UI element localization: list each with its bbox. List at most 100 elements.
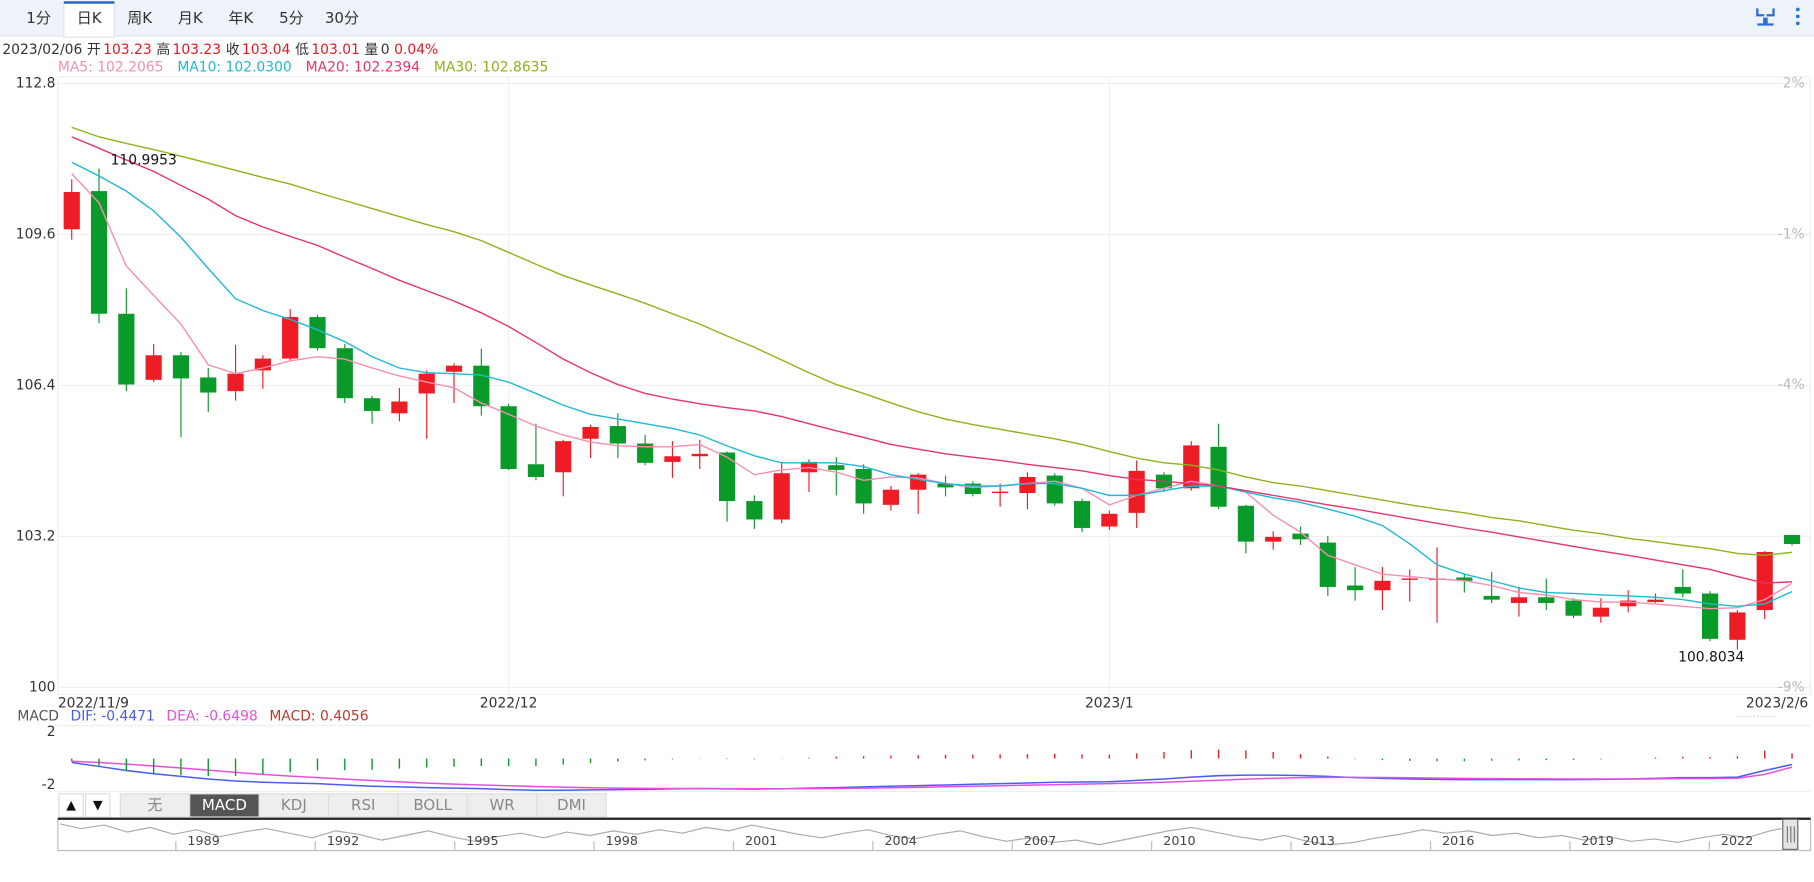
- candle-body: [1183, 445, 1200, 489]
- y2-tick-label: -4%: [1778, 377, 1805, 393]
- selected-tab-indicator: [63, 1, 115, 4]
- scroll-dots: ⋯⋯⋯⋯: [1735, 710, 1777, 722]
- quote-value: 103.01: [311, 42, 360, 58]
- y-tick-label: 2: [47, 724, 56, 740]
- candle-body: [227, 373, 244, 392]
- navigator-year: 2016: [1442, 833, 1474, 848]
- period-tab[interactable]: 5分: [279, 9, 304, 27]
- navigator-year: 2010: [1163, 833, 1195, 848]
- x-tick-label: 2023/2/6: [1746, 696, 1808, 712]
- candle-body: [964, 483, 981, 494]
- legend-entry: MACD: 0.4056: [269, 708, 368, 724]
- candle-body: [609, 426, 626, 444]
- candle-body: [773, 473, 790, 520]
- candle-body: [145, 355, 162, 380]
- y-tick-label: 103.2: [16, 528, 56, 544]
- candle-body: [1674, 586, 1691, 594]
- navigator-year: 2007: [1024, 833, 1056, 848]
- quote-date: 2023/02/06: [2, 42, 82, 58]
- candle-body: [1565, 600, 1582, 616]
- quote-value: 103.04: [242, 42, 291, 58]
- candle-body: [1210, 446, 1227, 507]
- quote-label: 收: [226, 42, 240, 58]
- indicator-tab[interactable]: KDJ: [281, 796, 307, 814]
- collapse-icon[interactable]: [1756, 8, 1775, 26]
- candle-body: [1128, 470, 1145, 513]
- menu-icon[interactable]: [1795, 7, 1800, 26]
- navigator-year: 2001: [745, 833, 777, 848]
- candle-body: [1702, 593, 1719, 639]
- x-tick-label: 2023/1: [1085, 696, 1134, 712]
- candle-body: [718, 452, 736, 502]
- candle-body: [1620, 600, 1637, 607]
- indicator-tab[interactable]: 无: [148, 796, 163, 814]
- legend-entry: MA5: 102.2065: [58, 59, 164, 75]
- candle-body: [527, 464, 545, 477]
- candle-body: [637, 443, 654, 463]
- navigator-year: 1995: [466, 833, 498, 848]
- arrow-button[interactable]: ▼: [93, 797, 103, 812]
- low-annotation: 100.8034: [1678, 650, 1744, 666]
- candle-body: [1046, 475, 1063, 504]
- ma-line: [71, 136, 1793, 584]
- candle-body: [1292, 533, 1309, 540]
- y-tick-label: 109.6: [16, 226, 56, 242]
- y-tick-label: 100: [29, 679, 55, 695]
- candle-body: [282, 317, 299, 359]
- legend-entry: MA10: 102.0300: [177, 59, 291, 75]
- candle-body: [1783, 535, 1801, 544]
- ma-line: [71, 126, 1793, 556]
- quote-value: 103.23: [103, 42, 152, 58]
- navigator-year: 2019: [1581, 833, 1613, 848]
- candle-body: [1756, 552, 1773, 611]
- candle-body: [200, 377, 217, 393]
- quote-label: 量: [365, 42, 379, 58]
- candle-body: [391, 401, 408, 414]
- period-tab[interactable]: 周K: [127, 9, 153, 27]
- navigator-year: 1998: [606, 833, 638, 848]
- quote-label: 开: [87, 42, 101, 58]
- candle-body: [254, 358, 271, 371]
- candle-body: [1019, 476, 1036, 494]
- candle-body: [1319, 542, 1336, 587]
- y-tick-label: -2: [42, 777, 56, 793]
- candle-body: [910, 474, 927, 490]
- period-tab[interactable]: 月K: [178, 9, 204, 27]
- candle-body: [691, 453, 708, 457]
- legend-entry: MA20: 102.2394: [306, 59, 421, 75]
- toolbar: [0, 0, 1814, 37]
- indicator-tab[interactable]: WR: [489, 796, 514, 814]
- candle-body: [1510, 597, 1528, 603]
- candle-body: [336, 348, 353, 399]
- candle-body: [992, 491, 1009, 494]
- candle-body: [445, 365, 463, 372]
- quote-label: 低: [295, 42, 309, 58]
- indicator-tab[interactable]: MACD: [202, 796, 247, 814]
- y2-tick-label: 2%: [1783, 76, 1805, 92]
- indicator-tab[interactable]: BOLL: [413, 796, 452, 814]
- legend-entry: DEA: -0.6498: [166, 708, 257, 724]
- indicator-tab-bg: [536, 793, 607, 818]
- candle-body: [1729, 612, 1746, 640]
- candle-body: [582, 426, 599, 439]
- indicator-tab[interactable]: RSI: [351, 796, 375, 814]
- macd-title: MACD: [17, 708, 59, 724]
- macd-line: [71, 760, 1793, 790]
- period-tab[interactable]: 30分: [325, 9, 359, 27]
- candle-body: [309, 317, 326, 349]
- indicator-tab[interactable]: DMI: [557, 796, 586, 814]
- arrow-button[interactable]: ▲: [66, 797, 76, 812]
- candle-body: [828, 465, 845, 470]
- quote-change: 0.04%: [394, 42, 438, 58]
- candle-body: [664, 456, 681, 462]
- period-tab[interactable]: 日K: [77, 9, 103, 27]
- period-tab[interactable]: 1分: [26, 9, 51, 27]
- y-tick-label: 106.4: [16, 377, 56, 393]
- candle-body: [1374, 580, 1391, 591]
- candle-body: [118, 313, 135, 385]
- high-annotation: 110.9953: [111, 153, 177, 169]
- quote-info: 2023/02/06 开 103.23 高 103.23 收 103.04 低 103.01 量 0…: [2, 41, 438, 58]
- period-tab[interactable]: 年K: [228, 9, 254, 27]
